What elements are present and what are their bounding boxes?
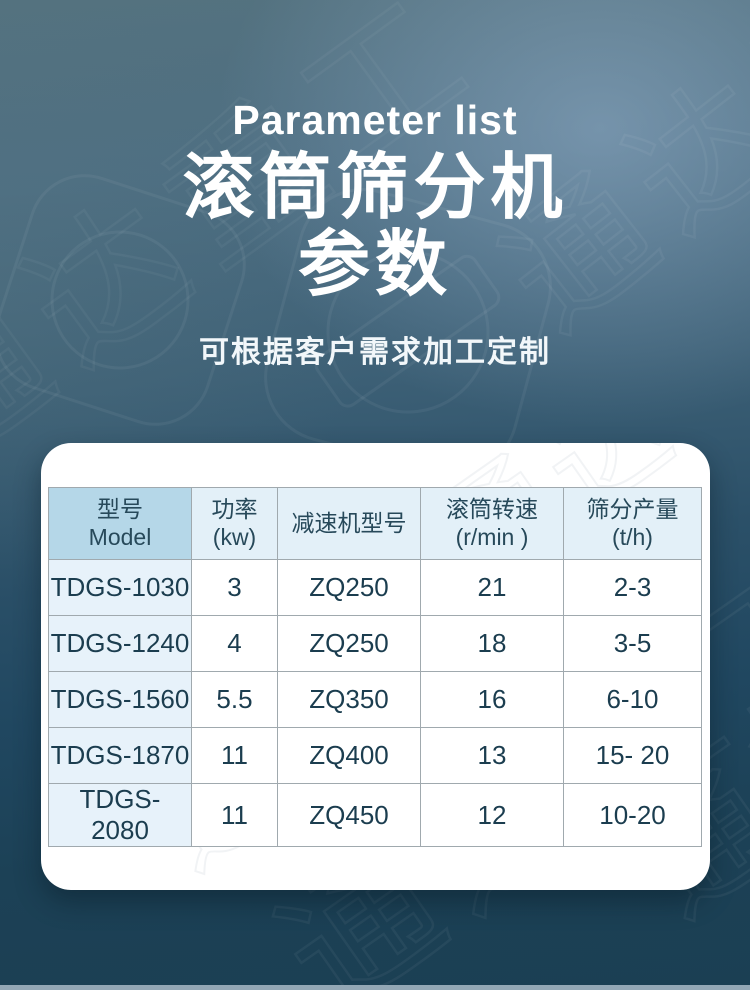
cell-drum-speed: 16 [420, 671, 564, 728]
bottom-edge-strip [0, 985, 750, 990]
cell-drum-speed: 12 [420, 783, 564, 847]
cell-reducer-model: ZQ450 [277, 783, 421, 847]
table-row: TDGS-1560 5.5 ZQ350 16 6-10 [48, 671, 702, 728]
header-sublabel: (kw) [212, 523, 257, 550]
header-sublabel: (t/h) [612, 523, 653, 550]
col-header-power: 功率 (kw) [191, 487, 278, 560]
cell-model: TDGS- 2080 [48, 783, 192, 847]
cell-drum-speed: 13 [420, 727, 564, 784]
col-header-screening-capacity: 筛分产量 (t/h) [563, 487, 702, 560]
cell-model: TDGS-1870 [48, 727, 192, 784]
header-label: 型号 [97, 496, 143, 523]
table-row: TDGS-1240 4 ZQ250 18 3-5 [48, 615, 702, 672]
table-header-row: 型号 Model 功率 (kw) 减速机型号 滚筒转速 (r/min ) [48, 487, 702, 560]
cell-power: 5.5 [191, 671, 278, 728]
cell-reducer-model: ZQ250 [277, 615, 421, 672]
cell-screening-capacity: 2-3 [563, 559, 702, 616]
col-header-drum-speed: 滚筒转速 (r/min ) [420, 487, 564, 560]
customization-subtitle: 可根据客户需求加工定制 [199, 336, 551, 369]
cell-reducer-model: ZQ350 [277, 671, 421, 728]
table-row: TDGS- 2080 11 ZQ450 12 10-20 [48, 783, 702, 847]
header-sublabel: (r/min ) [455, 523, 529, 550]
page-title-chinese-line1: 滚筒筛分机 [182, 148, 568, 228]
cell-drum-speed: 21 [420, 559, 564, 616]
cell-power: 11 [191, 783, 278, 847]
cell-model: TDGS-1030 [48, 559, 192, 616]
header-sublabel: Model [88, 523, 152, 550]
header-label: 滚筒转速 [446, 496, 538, 523]
header-label: 功率 [211, 496, 258, 523]
parameter-table: 型号 Model 功率 (kw) 减速机型号 滚筒转速 (r/min ) [48, 487, 702, 847]
cell-reducer-model: ZQ250 [277, 559, 421, 616]
page-title-chinese: 滚筒筛分机 参数 [0, 148, 750, 306]
cell-reducer-model: ZQ400 [277, 727, 421, 784]
cell-power: 11 [191, 727, 278, 784]
cell-model: TDGS-1560 [48, 671, 192, 728]
cell-drum-speed: 18 [420, 615, 564, 672]
col-header-reducer-model: 减速机型号 [277, 487, 421, 560]
cell-power: 4 [191, 615, 278, 672]
page-title-english: Parameter list [232, 97, 518, 143]
table-row: TDGS-1870 11 ZQ400 13 15- 20 [48, 727, 702, 784]
cell-screening-capacity: 15- 20 [563, 727, 702, 784]
header-label: 减速机型号 [291, 509, 407, 536]
cell-screening-capacity: 6-10 [563, 671, 702, 728]
cell-screening-capacity: 3-5 [563, 615, 702, 672]
header-label: 筛分产量 [586, 496, 679, 523]
col-header-model: 型号 Model [48, 487, 192, 560]
table-row: TDGS-1030 3 ZQ250 21 2-3 [48, 559, 702, 616]
page-title-chinese-line2: 参数 [297, 225, 452, 306]
cell-model: TDGS-1240 [48, 615, 192, 672]
cell-screening-capacity: 10-20 [563, 783, 702, 847]
parameter-card: 通达重工 通达重工 型号 Model 功率 (kw) [41, 443, 710, 890]
cell-power: 3 [191, 559, 278, 616]
